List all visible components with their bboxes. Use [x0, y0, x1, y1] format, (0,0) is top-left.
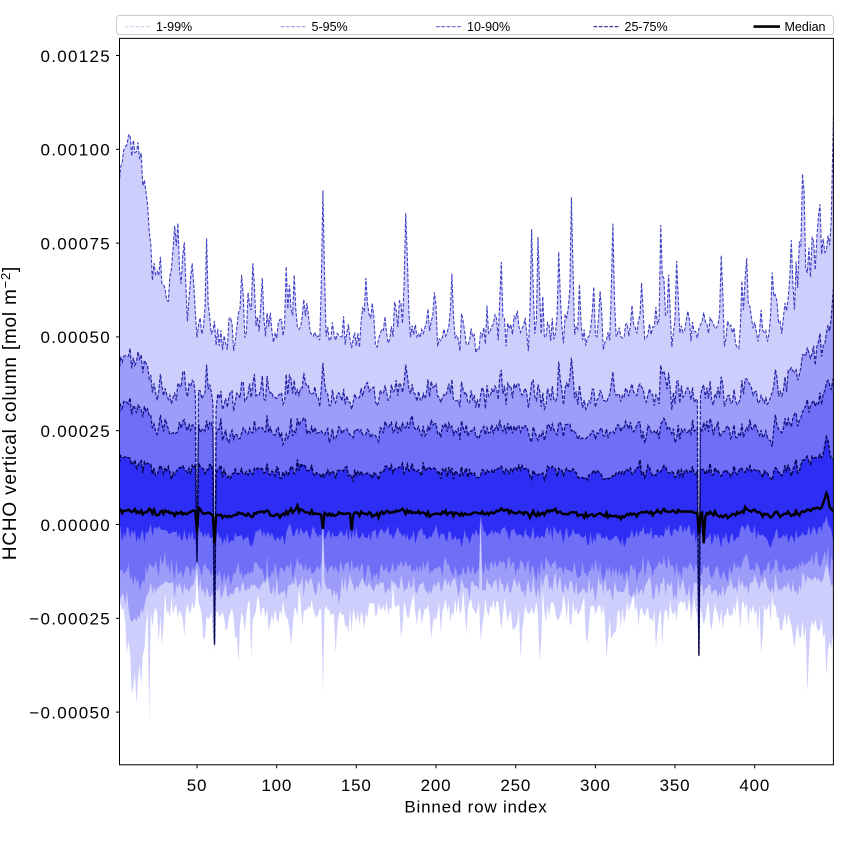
svg-text:−0.00025: −0.00025 [29, 610, 111, 629]
svg-text:25-75%: 25-75% [625, 20, 668, 34]
svg-text:300: 300 [580, 776, 611, 795]
svg-text:50: 50 [187, 776, 208, 795]
svg-text:Binned row index: Binned row index [404, 798, 547, 817]
svg-text:HCHO vertical column [mol m−2]: HCHO vertical column [mol m−2] [0, 266, 21, 560]
svg-text:5-95%: 5-95% [312, 20, 348, 34]
svg-text:10-90%: 10-90% [467, 20, 510, 34]
svg-text:250: 250 [500, 776, 531, 795]
svg-text:400: 400 [739, 776, 770, 795]
svg-text:1-99%: 1-99% [156, 20, 192, 34]
svg-text:0.00050: 0.00050 [40, 328, 111, 347]
svg-text:100: 100 [261, 776, 292, 795]
svg-text:0.00000: 0.00000 [40, 516, 111, 535]
svg-text:150: 150 [341, 776, 372, 795]
svg-text:350: 350 [660, 776, 691, 795]
svg-text:200: 200 [421, 776, 452, 795]
svg-text:0.00025: 0.00025 [40, 422, 111, 441]
svg-text:0.00075: 0.00075 [40, 234, 111, 253]
svg-text:0.00100: 0.00100 [40, 141, 111, 160]
svg-text:−0.00050: −0.00050 [29, 703, 111, 722]
svg-text:Median: Median [785, 20, 826, 34]
svg-text:0.00125: 0.00125 [40, 47, 111, 66]
